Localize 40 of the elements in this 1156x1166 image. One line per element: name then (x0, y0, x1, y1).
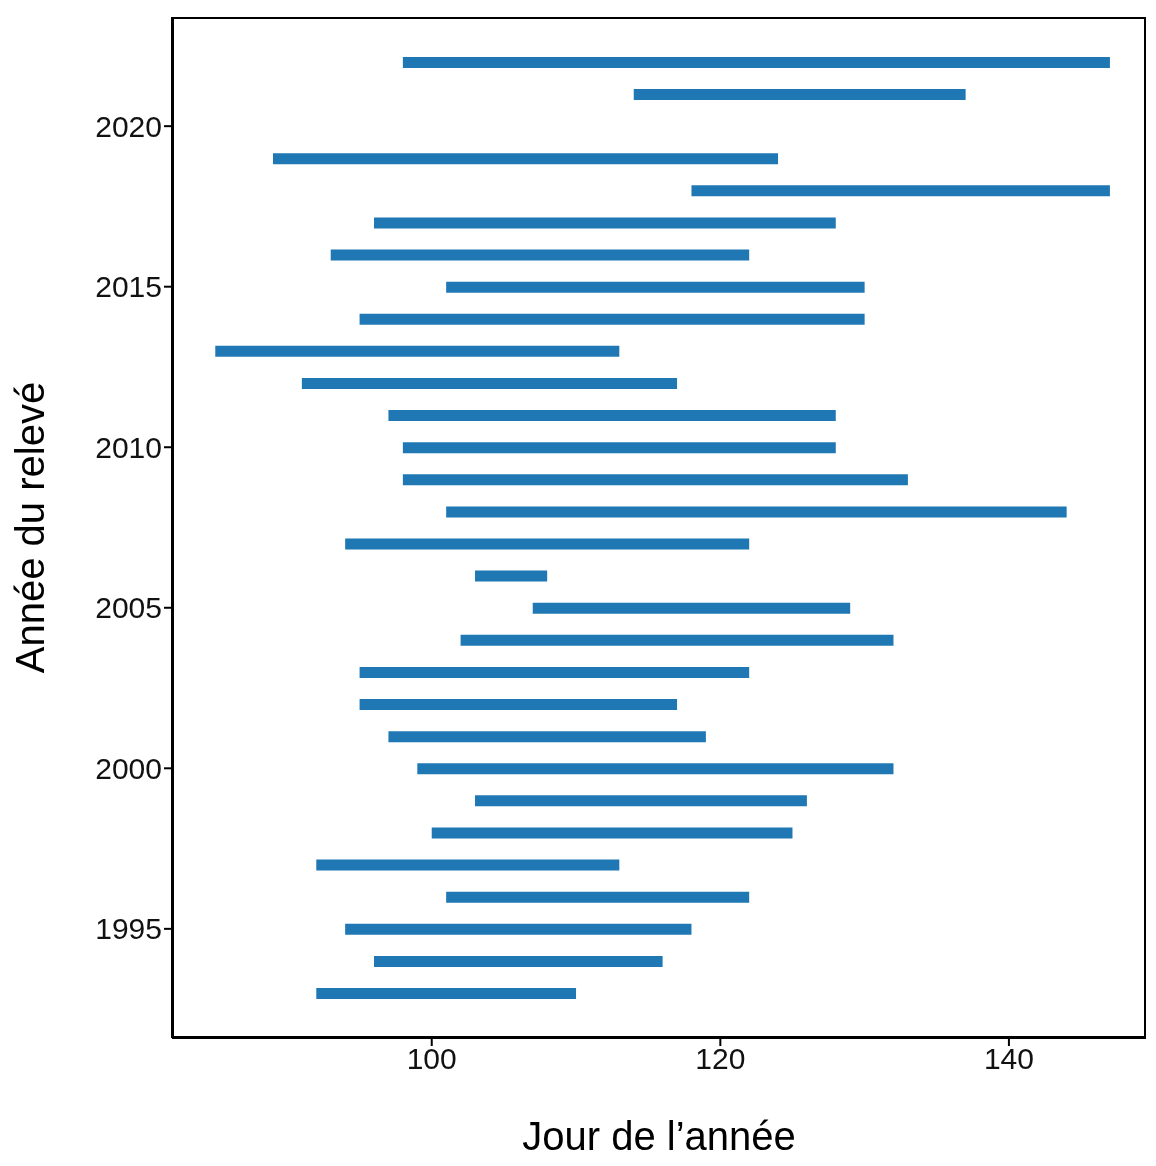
bar (301, 377, 678, 389)
x-tick-label: 140 (983, 1042, 1034, 1076)
x-tick-label: 100 (406, 1042, 457, 1076)
y-tick-label: 2020 (95, 109, 162, 143)
bar (633, 89, 966, 100)
y-tick-label: 2005 (95, 591, 162, 625)
bar (388, 731, 706, 743)
bar (402, 474, 908, 486)
bar (446, 281, 865, 293)
bar (374, 217, 836, 229)
bar (475, 795, 807, 807)
y-axis-title: Année du relevé (8, 381, 53, 674)
bar (273, 153, 779, 165)
bar (446, 891, 750, 903)
bar (359, 699, 678, 711)
bar (402, 56, 1110, 68)
bar (359, 313, 865, 325)
bar (431, 827, 793, 839)
bar (345, 538, 750, 550)
bar (345, 923, 692, 935)
bar (402, 442, 836, 454)
bar (691, 185, 1110, 197)
bar (374, 955, 663, 967)
bar (532, 602, 851, 614)
bar (475, 570, 548, 582)
bar (359, 666, 750, 678)
bar (330, 249, 750, 261)
y-tick-label: 2000 (95, 751, 162, 785)
bar (460, 634, 894, 646)
x-axis-title: Jour de l’année (522, 1114, 796, 1158)
bar (417, 763, 894, 775)
bar (215, 345, 620, 357)
y-tick-label: 2015 (95, 270, 162, 304)
bar (446, 506, 1067, 518)
y-tick-label: 1995 (95, 912, 162, 946)
bar (316, 988, 577, 999)
bar (316, 859, 620, 871)
x-tick-label: 120 (695, 1042, 746, 1076)
bar (388, 410, 836, 422)
y-tick-label: 2010 (95, 430, 162, 464)
